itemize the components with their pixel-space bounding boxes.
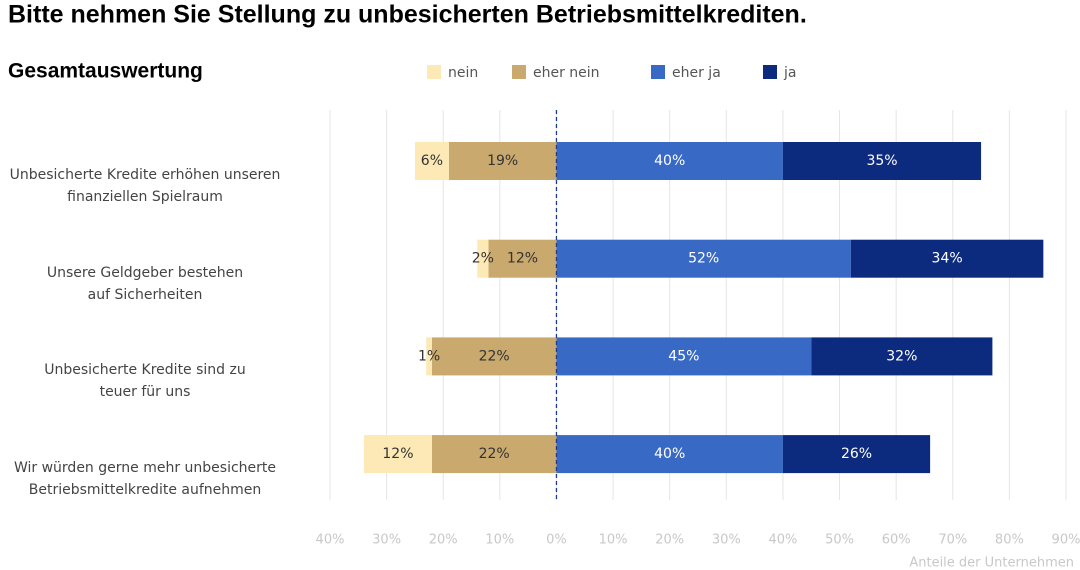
x-tick-label: 90% (1052, 533, 1080, 548)
legend-label: ja (783, 65, 796, 81)
data-label: 26% (841, 446, 872, 462)
data-label: 45% (668, 348, 699, 364)
x-tick-label: 50% (825, 533, 854, 548)
bar-segment (782, 435, 931, 474)
x-axis-label: Anteile der Unternehmen (909, 556, 1074, 570)
bar-segment (488, 239, 557, 278)
data-label: 6% (421, 153, 443, 169)
chart-subtitle: Gesamtauswertung (8, 60, 203, 83)
bar-segment (782, 142, 982, 180)
legend-label: nein (448, 65, 478, 81)
data-label: 19% (487, 153, 518, 169)
chart-title: Bitte nehmen Sie Stellung zu unbesichert… (8, 1, 807, 29)
x-tick-label: 10% (485, 533, 514, 548)
bar-segment (426, 337, 432, 376)
x-tick-label: 70% (938, 533, 967, 548)
x-tick-label: 80% (995, 533, 1024, 548)
x-tick-label: 40% (768, 533, 797, 548)
data-label: 22% (479, 446, 510, 462)
legend-label: eher nein (533, 65, 600, 81)
data-label: 52% (688, 251, 719, 267)
legend-swatch (763, 65, 777, 79)
data-label: 12% (382, 446, 413, 462)
category-label: Unsere Geldgeber bestehen auf Sicherheit… (46, 264, 244, 303)
x-tick-label: 60% (882, 533, 911, 548)
x-tick-label: 10% (599, 533, 628, 548)
x-tick-label: 40% (316, 533, 345, 548)
category-label: Wir würden gerne mehr unbesicherte Betri… (13, 460, 277, 499)
data-label: 40% (654, 446, 685, 462)
bar-segment (477, 239, 489, 278)
bar-segment (850, 239, 1044, 278)
data-label: 34% (932, 251, 963, 267)
x-tick-label: 20% (655, 533, 684, 548)
bar-segment (556, 435, 783, 474)
x-tick-label: 0% (546, 533, 567, 548)
data-label: 12% (507, 251, 538, 267)
data-label: 1% (418, 348, 440, 364)
bar-segment (556, 142, 783, 180)
category-label: Unbesicherte Kredite sind zu teuer für u… (44, 362, 246, 401)
bar-segment (414, 142, 449, 180)
legend-swatch (512, 65, 526, 79)
legend-swatch (651, 65, 665, 79)
x-tick-label: 30% (372, 533, 401, 548)
bar-segment (448, 142, 557, 180)
category-label: Unbesicherte Kredite erhöhen unseren fin… (9, 167, 281, 205)
bar-segment (811, 337, 993, 376)
data-label: 2% (472, 251, 494, 267)
x-tick-label: 20% (429, 533, 458, 548)
legend-label: eher ja (672, 65, 721, 81)
data-label: 22% (479, 348, 510, 364)
bar-segment (431, 337, 557, 376)
bar-segment (556, 239, 851, 278)
data-label: 40% (654, 153, 685, 169)
data-label: 32% (886, 348, 917, 364)
legend-swatch (427, 65, 441, 79)
x-tick-label: 30% (712, 533, 741, 548)
bar-segment (556, 337, 812, 376)
data-label: 35% (866, 153, 897, 169)
bar-segment (363, 435, 432, 474)
bar-segment (431, 435, 557, 474)
